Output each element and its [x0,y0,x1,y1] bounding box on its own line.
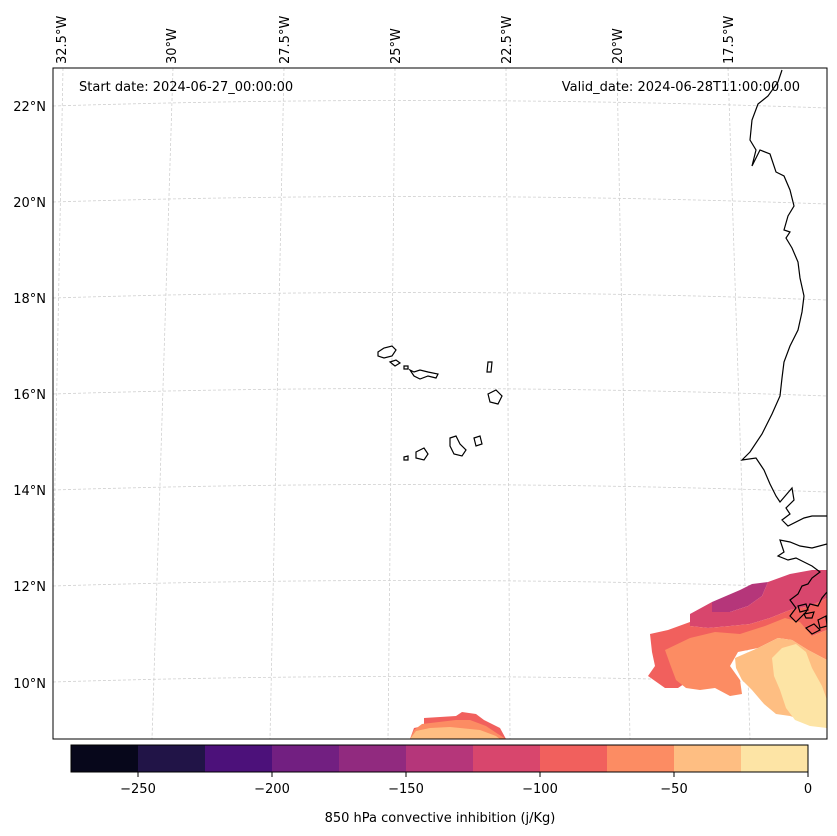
cin-region-minus-75 [665,618,827,696]
parallel-16n [53,388,827,397]
colorbar-tick-label: −50 [660,782,687,797]
meridian-17-5w [727,68,751,739]
meridian-32-5w [53,68,64,605]
colorbar-tick-label: −250 [120,782,156,797]
island-sal [486,361,493,373]
graticule [53,68,827,739]
colorbar-segment [272,745,339,772]
map-frame [52,67,828,740]
parallel-10n [53,676,827,685]
parallel-20n [53,196,827,205]
cape-verde-islands [377,345,503,461]
cin-field-east [648,570,827,728]
colorbar-segment [674,745,741,772]
colorbar [70,744,809,773]
colorbar-title: 850 hPa convective inhibition (j/Kg) [325,811,556,826]
island-santiago [449,435,467,457]
cin-region-south-minus-50 [410,727,500,739]
lat-label: 12°N [13,580,46,595]
lat-label: 18°N [13,292,46,307]
lat-label: 16°N [13,388,46,403]
colorbar-ticks: −250 −200 −150 −100 −50 0 [120,772,812,797]
island-brava [403,455,409,461]
lon-label: 30°W [165,28,180,64]
colorbar-frame [70,744,809,773]
island-santo-antao [377,345,397,359]
lon-label: 20°W [611,28,626,64]
colorbar-tick-label: −200 [254,782,290,797]
lat-label: 20°N [13,196,46,211]
lat-label: 14°N [13,484,46,499]
parallel-18n [53,292,827,301]
meridian-27-5w [269,68,285,739]
parallel-12n [53,580,827,589]
lon-label: 32.5°W [55,16,70,64]
start-date-label: Start date: 2024-06-27_00:00:00 [79,80,293,95]
parallel-22n [53,100,827,109]
colorbar-segment [406,745,473,772]
africa-coastline [740,69,827,527]
colorbar-segment [473,745,540,772]
bissagos-islands [797,603,827,635]
cin-region-minus-125 [690,570,827,628]
colorbar-segment [138,745,205,772]
valid-date-label: Valid_date: 2024-06-28T11:00:00.00 [562,80,800,95]
colorbar-tick-label: −100 [522,782,558,797]
meridian-22-5w [505,68,511,739]
colorbar-segment [71,745,138,772]
colorbar-tick-label: 0 [804,782,812,797]
island-fogo [415,447,429,461]
lon-label: 27.5°W [278,16,293,64]
lat-label: 22°N [13,100,46,115]
parallel-14n [53,484,827,493]
cin-region-minus-150 [712,582,768,612]
colorbar-segment [607,745,674,772]
meridian-25w [387,68,396,739]
lon-label: 22.5°W [500,16,515,64]
colorbar-segment [540,745,607,772]
gambia-guinea-coast [776,539,827,623]
lon-label: 25°W [389,28,404,64]
colorbar-segment [339,745,406,772]
meridian-20w [616,68,631,739]
colorbar-segment [205,745,272,772]
cin-region-minus-25 [772,644,827,728]
island-sao-vicente [388,359,402,367]
longitude-labels: 32.5°W 30°W 27.5°W 25°W 22.5°W 20°W 17.5… [55,16,737,64]
lat-label: 10°N [13,677,46,692]
cin-field-south [410,712,506,739]
colorbar-tick-label: −150 [388,782,424,797]
latitude-labels: 22°N 20°N 18°N 16°N 14°N 12°N 10°N [13,100,46,692]
island-santa-luzia [403,365,409,370]
island-sao-nicolau [408,368,439,380]
island-boa-vista [487,389,503,405]
island-maio [473,435,483,447]
map-content [53,68,827,739]
colorbar-segment [741,745,808,772]
lon-label: 17.5°W [722,16,737,64]
meridian-30w [151,68,174,739]
